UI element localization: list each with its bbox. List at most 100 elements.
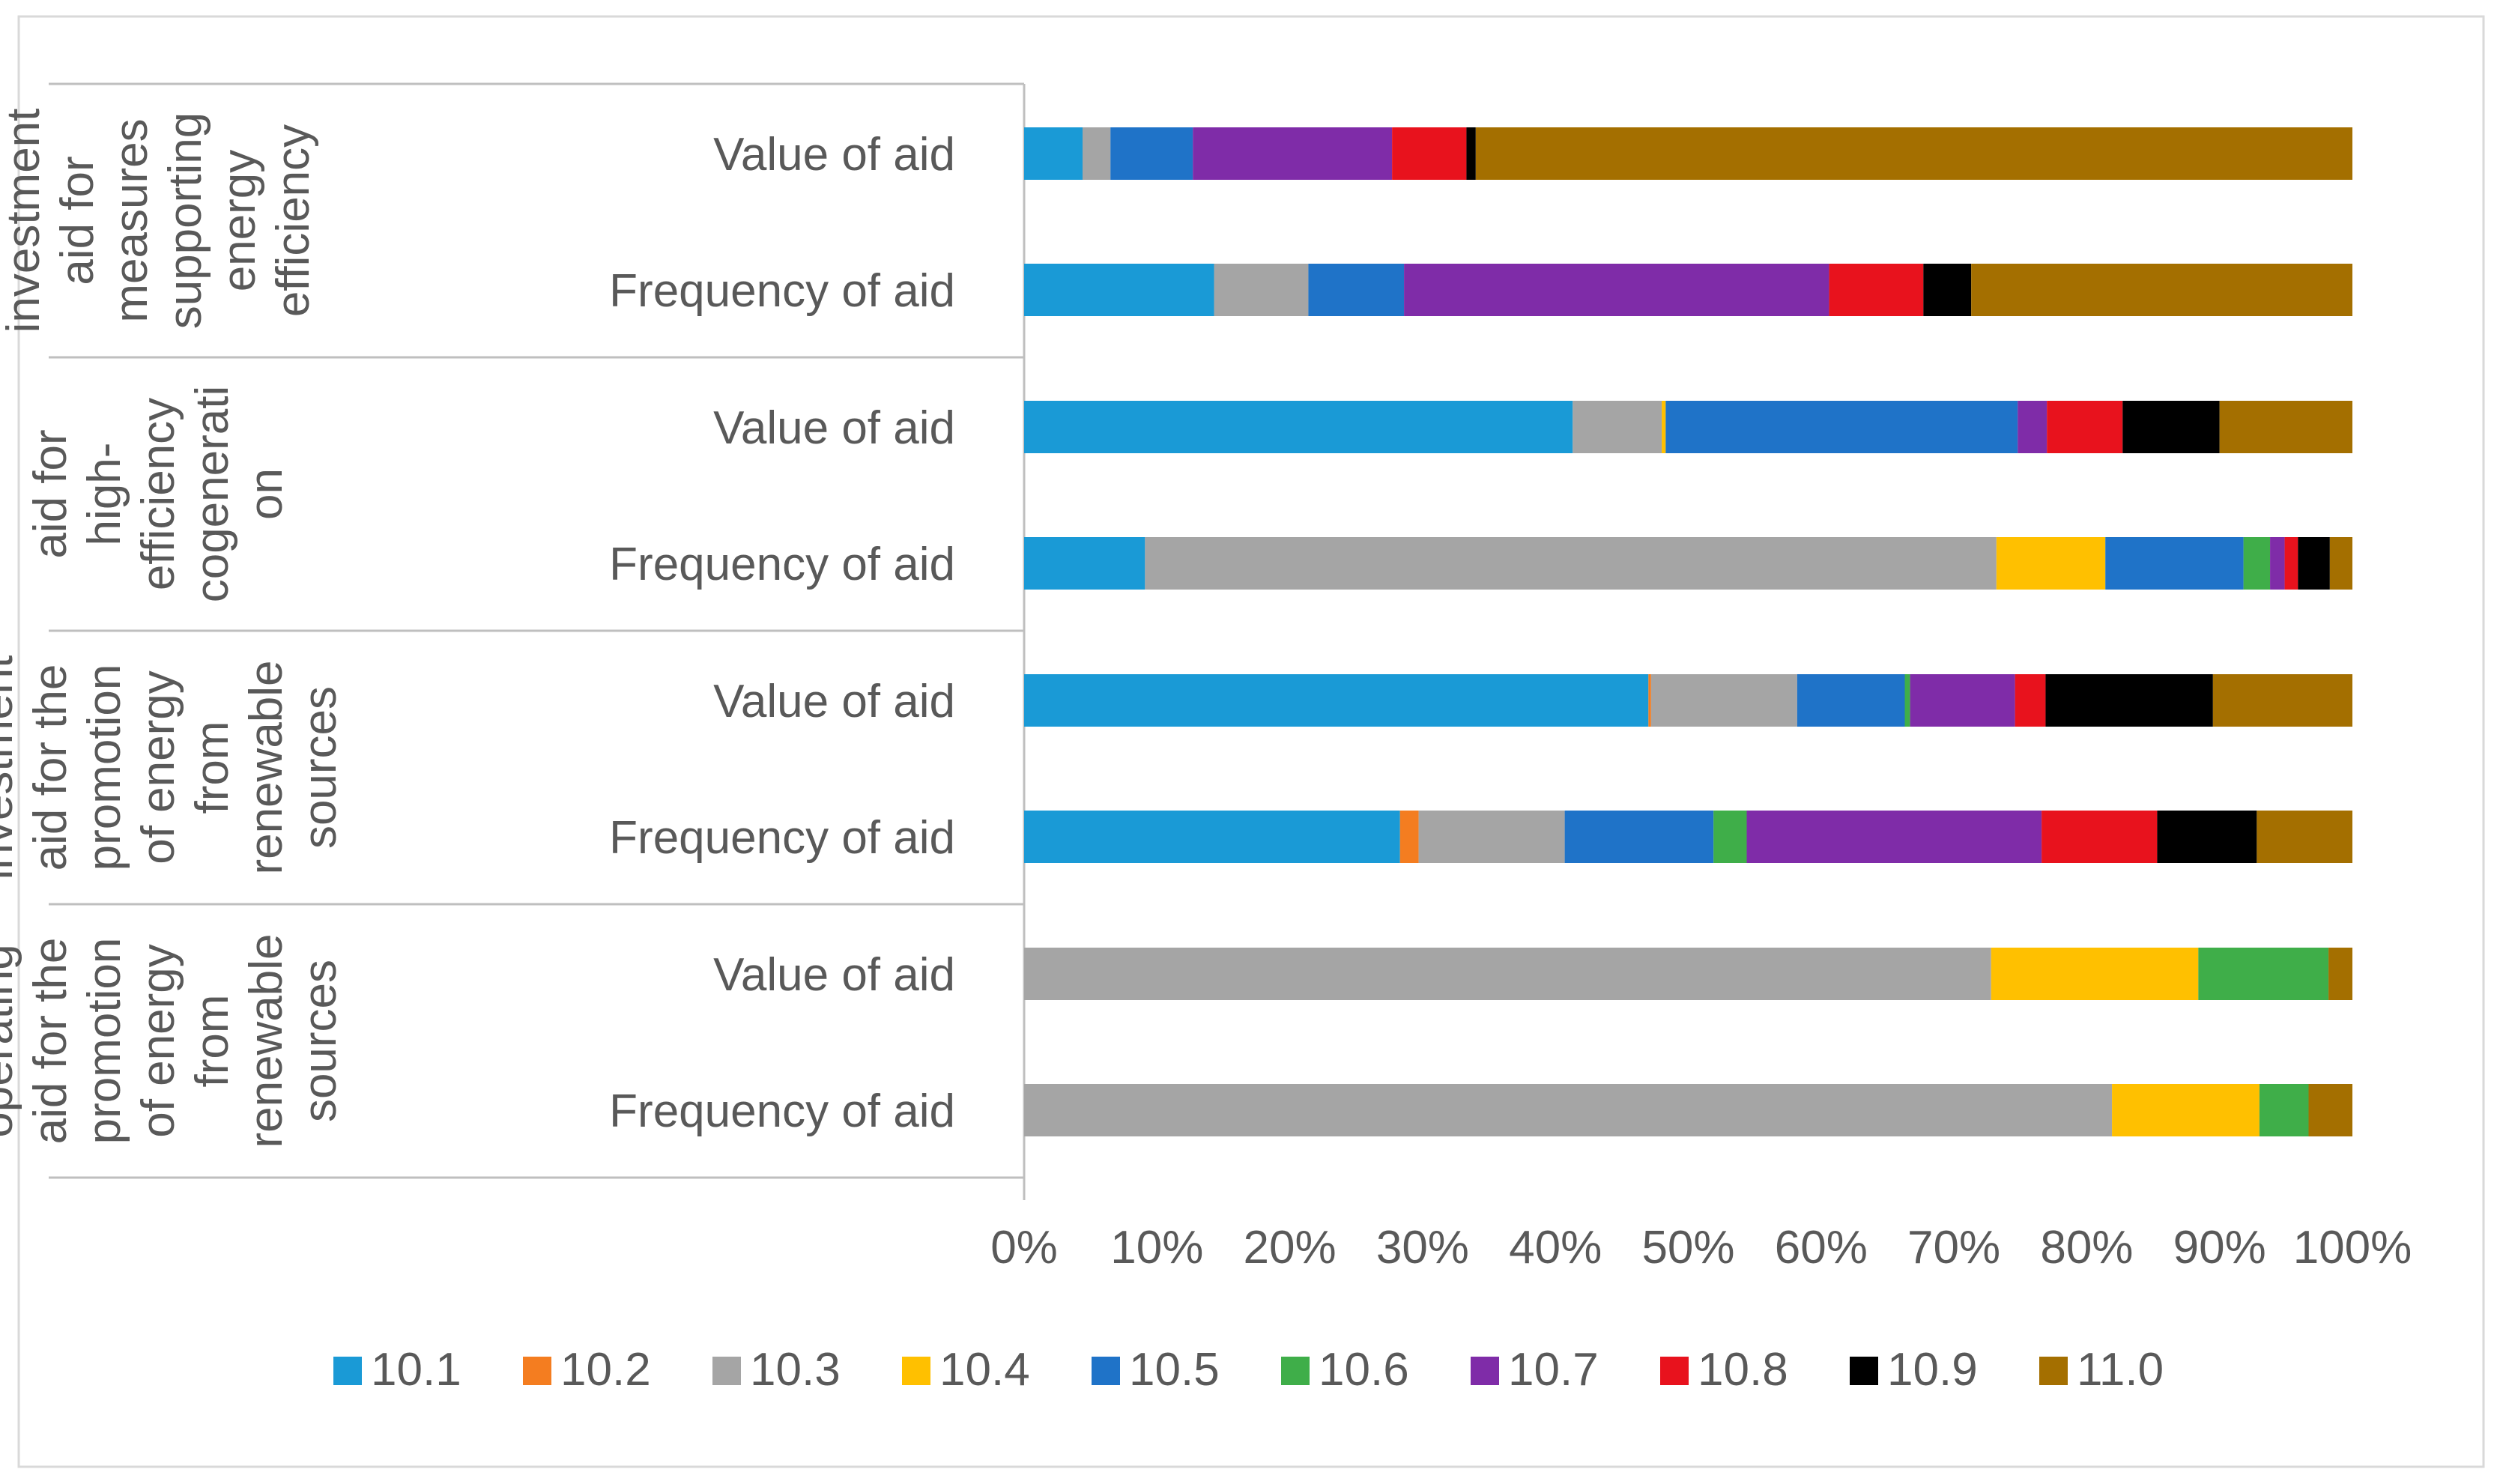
group-label: operating aid for the promotion of energy fr… bbox=[0, 933, 346, 1148]
bar-segment-10-1 bbox=[1024, 811, 1400, 863]
legend-item: 10.2 bbox=[523, 1344, 651, 1396]
legend-swatch bbox=[333, 1357, 362, 1385]
group-label-line: aid for the bbox=[25, 938, 76, 1145]
x-tick-label: 90% bbox=[2173, 1222, 2266, 1273]
legend-label: 10.7 bbox=[1508, 1344, 1599, 1396]
group-label-line: operating bbox=[0, 944, 22, 1138]
group-label-line: from bbox=[187, 995, 238, 1088]
group-label-line: high- bbox=[79, 443, 130, 546]
bar-segment-10-3 bbox=[1083, 127, 1111, 180]
x-tick-label: 100% bbox=[2293, 1222, 2412, 1273]
row-label: Frequency of aid bbox=[609, 265, 955, 317]
bar-segment-10-6 bbox=[2259, 1084, 2309, 1136]
bar-segment-11-0 bbox=[2328, 948, 2352, 1000]
group-label-line: promotion bbox=[79, 938, 130, 1145]
legend-item: 10.1 bbox=[333, 1344, 461, 1396]
bar-segment-10-8 bbox=[2015, 674, 2046, 727]
x-tick-label: 0% bbox=[990, 1222, 1058, 1273]
legend: 10.1 10.2 10.3 10.4 10.5 10.6 10.7 10.8 10.9 11.0 bbox=[333, 1344, 2164, 1396]
x-tick-label: 80% bbox=[2040, 1222, 2133, 1273]
group-label-line: of energy bbox=[133, 670, 184, 864]
row-label: Frequency of aid bbox=[609, 539, 955, 590]
x-tick-label: 20% bbox=[1244, 1222, 1337, 1273]
bar-segment-10-6 bbox=[1904, 674, 1910, 727]
bar-segment-11-0 bbox=[1971, 264, 2352, 316]
group-label-line: aid for the bbox=[25, 664, 76, 871]
bar-segment-10-6 bbox=[2243, 537, 2271, 590]
group-label-line: energy bbox=[214, 150, 265, 292]
row-label: Value of aid bbox=[713, 129, 955, 181]
bar-segment-11-0 bbox=[2219, 401, 2352, 453]
row-labels: Value of aid Frequency of aid Value of aid… bbox=[609, 129, 955, 1137]
group-label: investment aid for the promotion of energy f… bbox=[0, 655, 346, 880]
bar-segment-10-5 bbox=[1110, 127, 1193, 180]
bar-segment-10-8 bbox=[2284, 537, 2298, 590]
group-label-line: aid for bbox=[25, 429, 76, 558]
legend-label: 10.9 bbox=[1887, 1344, 1978, 1396]
bar-segment-11-0 bbox=[2329, 537, 2352, 590]
bar-segment-10-4 bbox=[1996, 537, 2106, 590]
group-label: aid for high-efficiency cogenerati on bbox=[25, 386, 292, 603]
legend-swatch bbox=[712, 1357, 741, 1385]
group-label-line: supporting bbox=[160, 112, 211, 330]
x-tick-label: 40% bbox=[1509, 1222, 1602, 1273]
legend-label: 10.5 bbox=[1129, 1344, 1220, 1396]
group-label-line: measures bbox=[106, 118, 157, 322]
group-label-line: efficiency bbox=[267, 124, 319, 317]
group-label-line: sources bbox=[294, 960, 346, 1122]
bar-segment-10-5 bbox=[1797, 674, 1905, 727]
legend-swatch bbox=[1281, 1357, 1310, 1385]
bar-segment-11-0 bbox=[2308, 1084, 2352, 1136]
legend-item: 10.3 bbox=[712, 1344, 841, 1396]
group-label-line: renewable bbox=[240, 933, 292, 1148]
bar-segment-10-2 bbox=[1648, 674, 1651, 727]
bar-segment-10-1 bbox=[1024, 264, 1214, 316]
bar-segment-10-7 bbox=[1193, 127, 1393, 180]
bar-segment-10-1 bbox=[1024, 674, 1649, 727]
bar-segment-10-3 bbox=[1024, 948, 1991, 1000]
group-label-line: renewable bbox=[240, 660, 292, 874]
legend-label: 10.4 bbox=[939, 1344, 1030, 1396]
legend-swatch bbox=[902, 1357, 930, 1385]
bar-segment-10-8 bbox=[2047, 401, 2123, 453]
group-label-line: of energy bbox=[133, 944, 184, 1138]
legend-label: 10.2 bbox=[560, 1344, 651, 1396]
legend-item: 10.9 bbox=[1850, 1344, 1978, 1396]
bar-segment-10-8 bbox=[1829, 264, 1924, 316]
group-label-line: investment bbox=[0, 655, 22, 880]
bar-segment-11-0 bbox=[2212, 674, 2352, 727]
bar-segment-10-7 bbox=[1746, 811, 2042, 863]
bar-segment-10-9 bbox=[1923, 264, 1972, 316]
bar-segment-10-2 bbox=[1399, 811, 1419, 863]
bar-segment-10-7 bbox=[2018, 401, 2047, 453]
bar-segment-10-3 bbox=[1024, 1084, 2113, 1136]
bar-segment-10-5 bbox=[1308, 264, 1405, 316]
bar-segment-10-4 bbox=[2112, 1084, 2260, 1136]
bar-segment-11-0 bbox=[2257, 811, 2352, 863]
group-label-line: promotion bbox=[79, 664, 130, 871]
legend-label: 10.3 bbox=[750, 1344, 841, 1396]
group-label-line: cogenerati bbox=[187, 386, 238, 603]
bar-segment-10-1 bbox=[1024, 127, 1083, 180]
bar-segment-10-4 bbox=[1991, 948, 2199, 1000]
row-label: Value of aid bbox=[713, 676, 955, 727]
x-tick-label: 70% bbox=[1907, 1222, 2000, 1273]
bar-segment-10-8 bbox=[1392, 127, 1467, 180]
legend-item: 11.0 bbox=[2039, 1344, 2164, 1396]
bar-segment-10-6 bbox=[1713, 811, 1747, 863]
bar-segment-10-9 bbox=[1466, 127, 1476, 180]
bar-segment-10-7 bbox=[1910, 674, 2015, 727]
bar-segment-10-5 bbox=[1564, 811, 1714, 863]
legend-swatch bbox=[523, 1357, 551, 1385]
bar-segment-10-1 bbox=[1024, 401, 1573, 453]
group-label-line: investment bbox=[0, 109, 49, 333]
bar-segment-10-3 bbox=[1573, 401, 1662, 453]
legend-item: 10.6 bbox=[1281, 1344, 1409, 1396]
bar-segment-11-0 bbox=[1475, 127, 2352, 180]
bar-segment-10-7 bbox=[2270, 537, 2285, 590]
bar-segment-10-3 bbox=[1145, 537, 1997, 590]
bar-segment-10-8 bbox=[2042, 811, 2158, 863]
legend-label: 11.0 bbox=[2077, 1344, 2164, 1396]
legend-swatch bbox=[1092, 1357, 1120, 1385]
legend-item: 10.4 bbox=[902, 1344, 1030, 1396]
